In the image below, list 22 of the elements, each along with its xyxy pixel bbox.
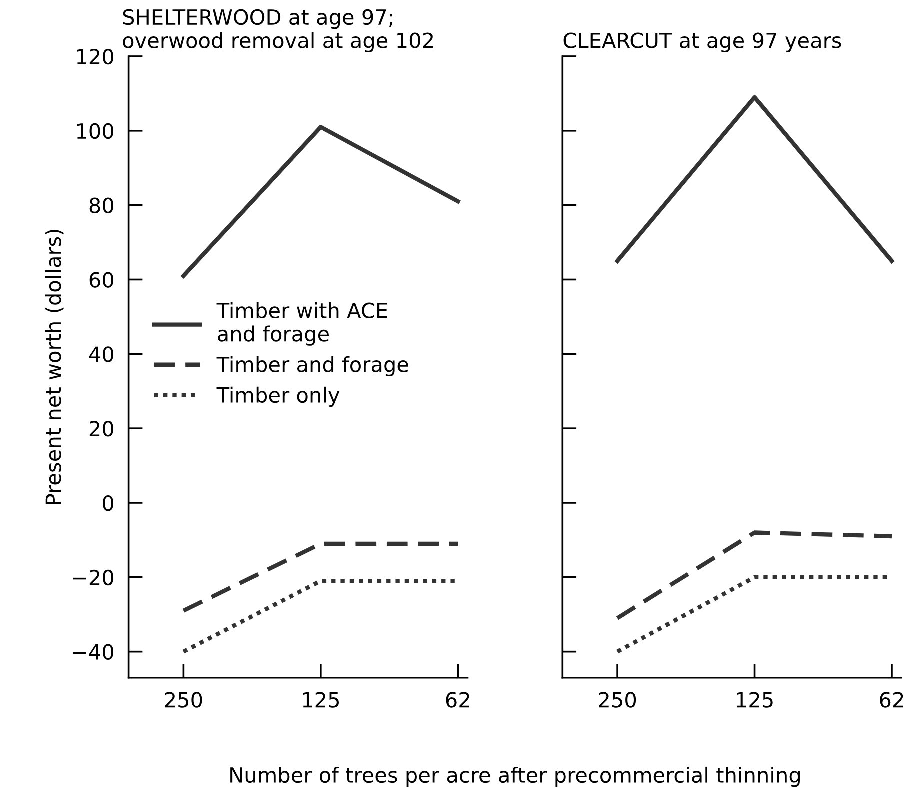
legend-label: Timber only [216,386,340,408]
y-tick-label: 40 [89,346,114,362]
chart-title: CLEARCUT at age 97 years [564,32,842,52]
x-tick-label: 250 [165,692,202,708]
y-tick-label: 0 [103,495,114,512]
x-tick-label: 62 [880,692,904,708]
x-tick-label: 125 [737,692,773,708]
y-tick-label: 80 [90,198,114,214]
chart-title: SHELTERWOOD at age 97; overwood removal at age 102 [123,9,433,52]
y-tick-label: 120 [77,48,114,65]
y-tick-label: 60 [90,272,114,288]
x-tick-label: 250 [599,692,636,708]
y-tick-label: 20 [90,421,114,437]
x-axis-title: Number of trees per acre after precommercial thinning [230,766,800,788]
y-tick-label: −20 [73,570,114,586]
y-tick-label: −40 [73,644,114,660]
x-tick-label: 125 [303,692,339,708]
y-tick-label: 100 [77,123,114,140]
y-axis-title: Present net worth (dollars) [45,230,64,504]
legend-label: Timber with ACE and forage [216,302,388,346]
legend-label: Timber and forage [216,356,408,377]
x-tick-label: 62 [446,692,470,708]
